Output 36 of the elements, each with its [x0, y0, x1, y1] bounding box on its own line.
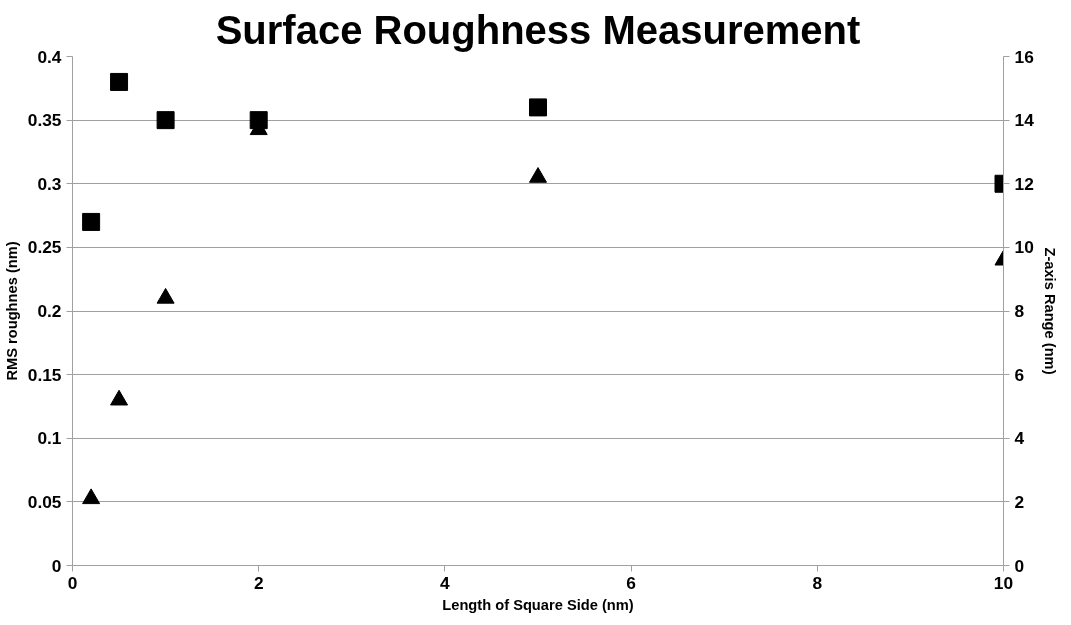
y-axis-title: RMS roughnes (nm)	[3, 241, 20, 381]
point	[156, 287, 175, 304]
y-tick-label: 0.15	[27, 364, 62, 385]
y-tick-label: 0.2	[37, 301, 62, 321]
x-tick-label: 6	[626, 572, 637, 593]
x-tick-label: 4	[440, 572, 451, 593]
y2-tick-label: 12	[1014, 173, 1034, 194]
chart-title: Surface Roughness Measurement	[215, 7, 861, 52]
y-tick-label: 0.4	[37, 46, 62, 67]
y2-tick-label: 8	[1014, 301, 1025, 321]
point	[529, 98, 547, 117]
point	[110, 389, 129, 406]
y2-tick-label: 14	[1014, 110, 1035, 131]
x-tick-label: 0	[67, 572, 78, 593]
point	[156, 111, 175, 130]
point	[82, 212, 101, 231]
point	[110, 72, 129, 91]
y-tick-label: 0.3	[37, 173, 62, 194]
x-tick-label: 10	[993, 572, 1014, 593]
y2-tick-label: 0	[1014, 555, 1025, 576]
point	[529, 167, 547, 183]
x-axis-title: Length of Square Side (nm)	[442, 596, 634, 613]
y2-tick-label: 2	[1014, 491, 1025, 512]
y-tick-label: 0.35	[27, 110, 62, 131]
y-tick-label: 0.05	[27, 491, 62, 512]
x-tick-label: 8	[812, 572, 823, 593]
y2-tick-label: 4	[1014, 428, 1025, 449]
point	[82, 488, 101, 505]
y2-axis-title: Z-axis Range (nm)	[1041, 247, 1058, 375]
y-tick-label: 0.1	[37, 428, 62, 449]
x-tick-label: 2	[253, 572, 264, 593]
y-tick-label: 0	[51, 555, 62, 576]
y2-tick-label: 6	[1014, 364, 1025, 385]
y2-tick-label: 16	[1014, 46, 1035, 67]
y2-tick-label: 10	[1014, 237, 1034, 258]
y-tick-label: 0.25	[27, 237, 62, 258]
